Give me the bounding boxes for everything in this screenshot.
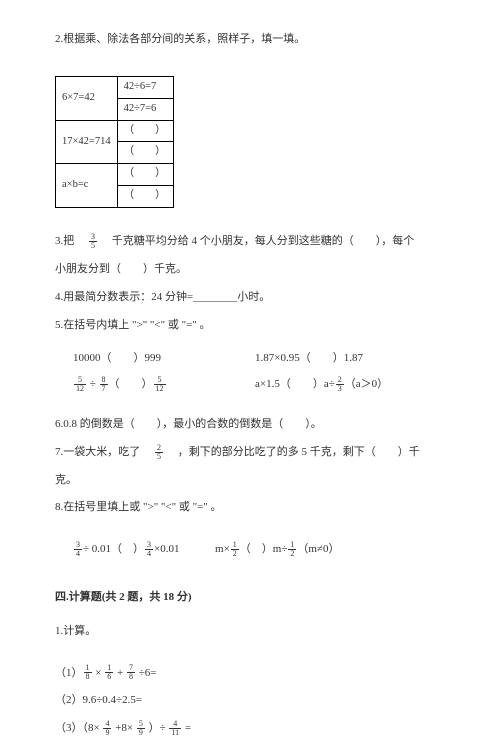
- q5-r2b: a×1.5（ ）a÷23（a＞0）: [255, 375, 388, 395]
- q5-row1: 10000（ ）999 1.87×0.95（ ）1.87: [55, 349, 450, 369]
- sec4-sub1: 1.计算。: [55, 622, 450, 642]
- q8-expr: 34÷ 0.01（ ）34×0.01 m×12（ ）m÷12（m≠0）: [55, 540, 450, 560]
- calc-2: （2）9.6÷0.4÷2.5=: [55, 691, 450, 711]
- q3-part2: 千克糖平均分给 4 个小朋友，每人分到这些糖的（ ），每个: [101, 235, 415, 247]
- q4-text: 4.用最简分数表示：24 分钟=________小时。: [55, 288, 450, 308]
- table-cell: 6×7=42: [56, 76, 118, 120]
- section4-title: 四.计算题(共 2 题，共 18 分): [55, 588, 450, 608]
- table-cell: （ ）: [117, 186, 173, 208]
- q7-part1: 7.一袋大米，吃了: [55, 446, 151, 458]
- calc-1: （1）18 × 16 + 78 ÷6=: [55, 664, 450, 684]
- q5-heading: 5.在括号内填上 ">" "<" 或 "=" 。: [55, 316, 450, 336]
- q3-frac: 35: [89, 233, 97, 250]
- table-cell: （ ）: [117, 164, 173, 186]
- q5-r2a: 512 ÷ 87（ ）512: [55, 375, 255, 395]
- table-cell: 17×42=714: [56, 120, 118, 164]
- q7-part2: ，剩下的部分比吃了的多 5 千克，剩下（ ）千: [167, 446, 420, 458]
- table-cell: 42÷6=7: [117, 76, 173, 98]
- q2-heading: 2.根据乘、除法各部分间的关系，照样子，填一填。: [55, 30, 450, 50]
- q6-text: 6.0.8 的倒数是（ ），最小的合数的倒数是（ ）。: [55, 415, 450, 435]
- q8-heading: 8.在括号里填上或 ">" "<" 或 "=" 。: [55, 498, 450, 518]
- calc-3: （3）（8× 49 +8× 59 ）÷ 411 =: [55, 719, 450, 739]
- q3-line1: 3.把 35 千克糖平均分给 4 个小朋友，每人分到这些糖的（ ），每个: [55, 232, 450, 252]
- table-cell: a×b=c: [56, 164, 118, 208]
- q5-r1a: 10000（ ）999: [55, 349, 255, 369]
- table-cell: （ ）: [117, 142, 173, 164]
- q5-r1b: 1.87×0.95（ ）1.87: [255, 349, 363, 369]
- q2-table: 6×7=42 42÷6=7 42÷7=6 17×42=714 （ ） （ ） a…: [55, 76, 174, 208]
- q3-part1: 3.把: [55, 235, 85, 247]
- q7-frac: 25: [155, 444, 163, 461]
- q3-line2: 小朋友分到（ ）千克。: [55, 260, 450, 280]
- q7-line2: 克。: [55, 471, 450, 491]
- q7-line1: 7.一袋大米，吃了 25 ，剩下的部分比吃了的多 5 千克，剩下（ ）千: [55, 443, 450, 463]
- table-cell: 42÷7=6: [117, 98, 173, 120]
- table-cell: （ ）: [117, 120, 173, 142]
- q5-row2: 512 ÷ 87（ ）512 a×1.5（ ）a÷23（a＞0）: [55, 375, 450, 395]
